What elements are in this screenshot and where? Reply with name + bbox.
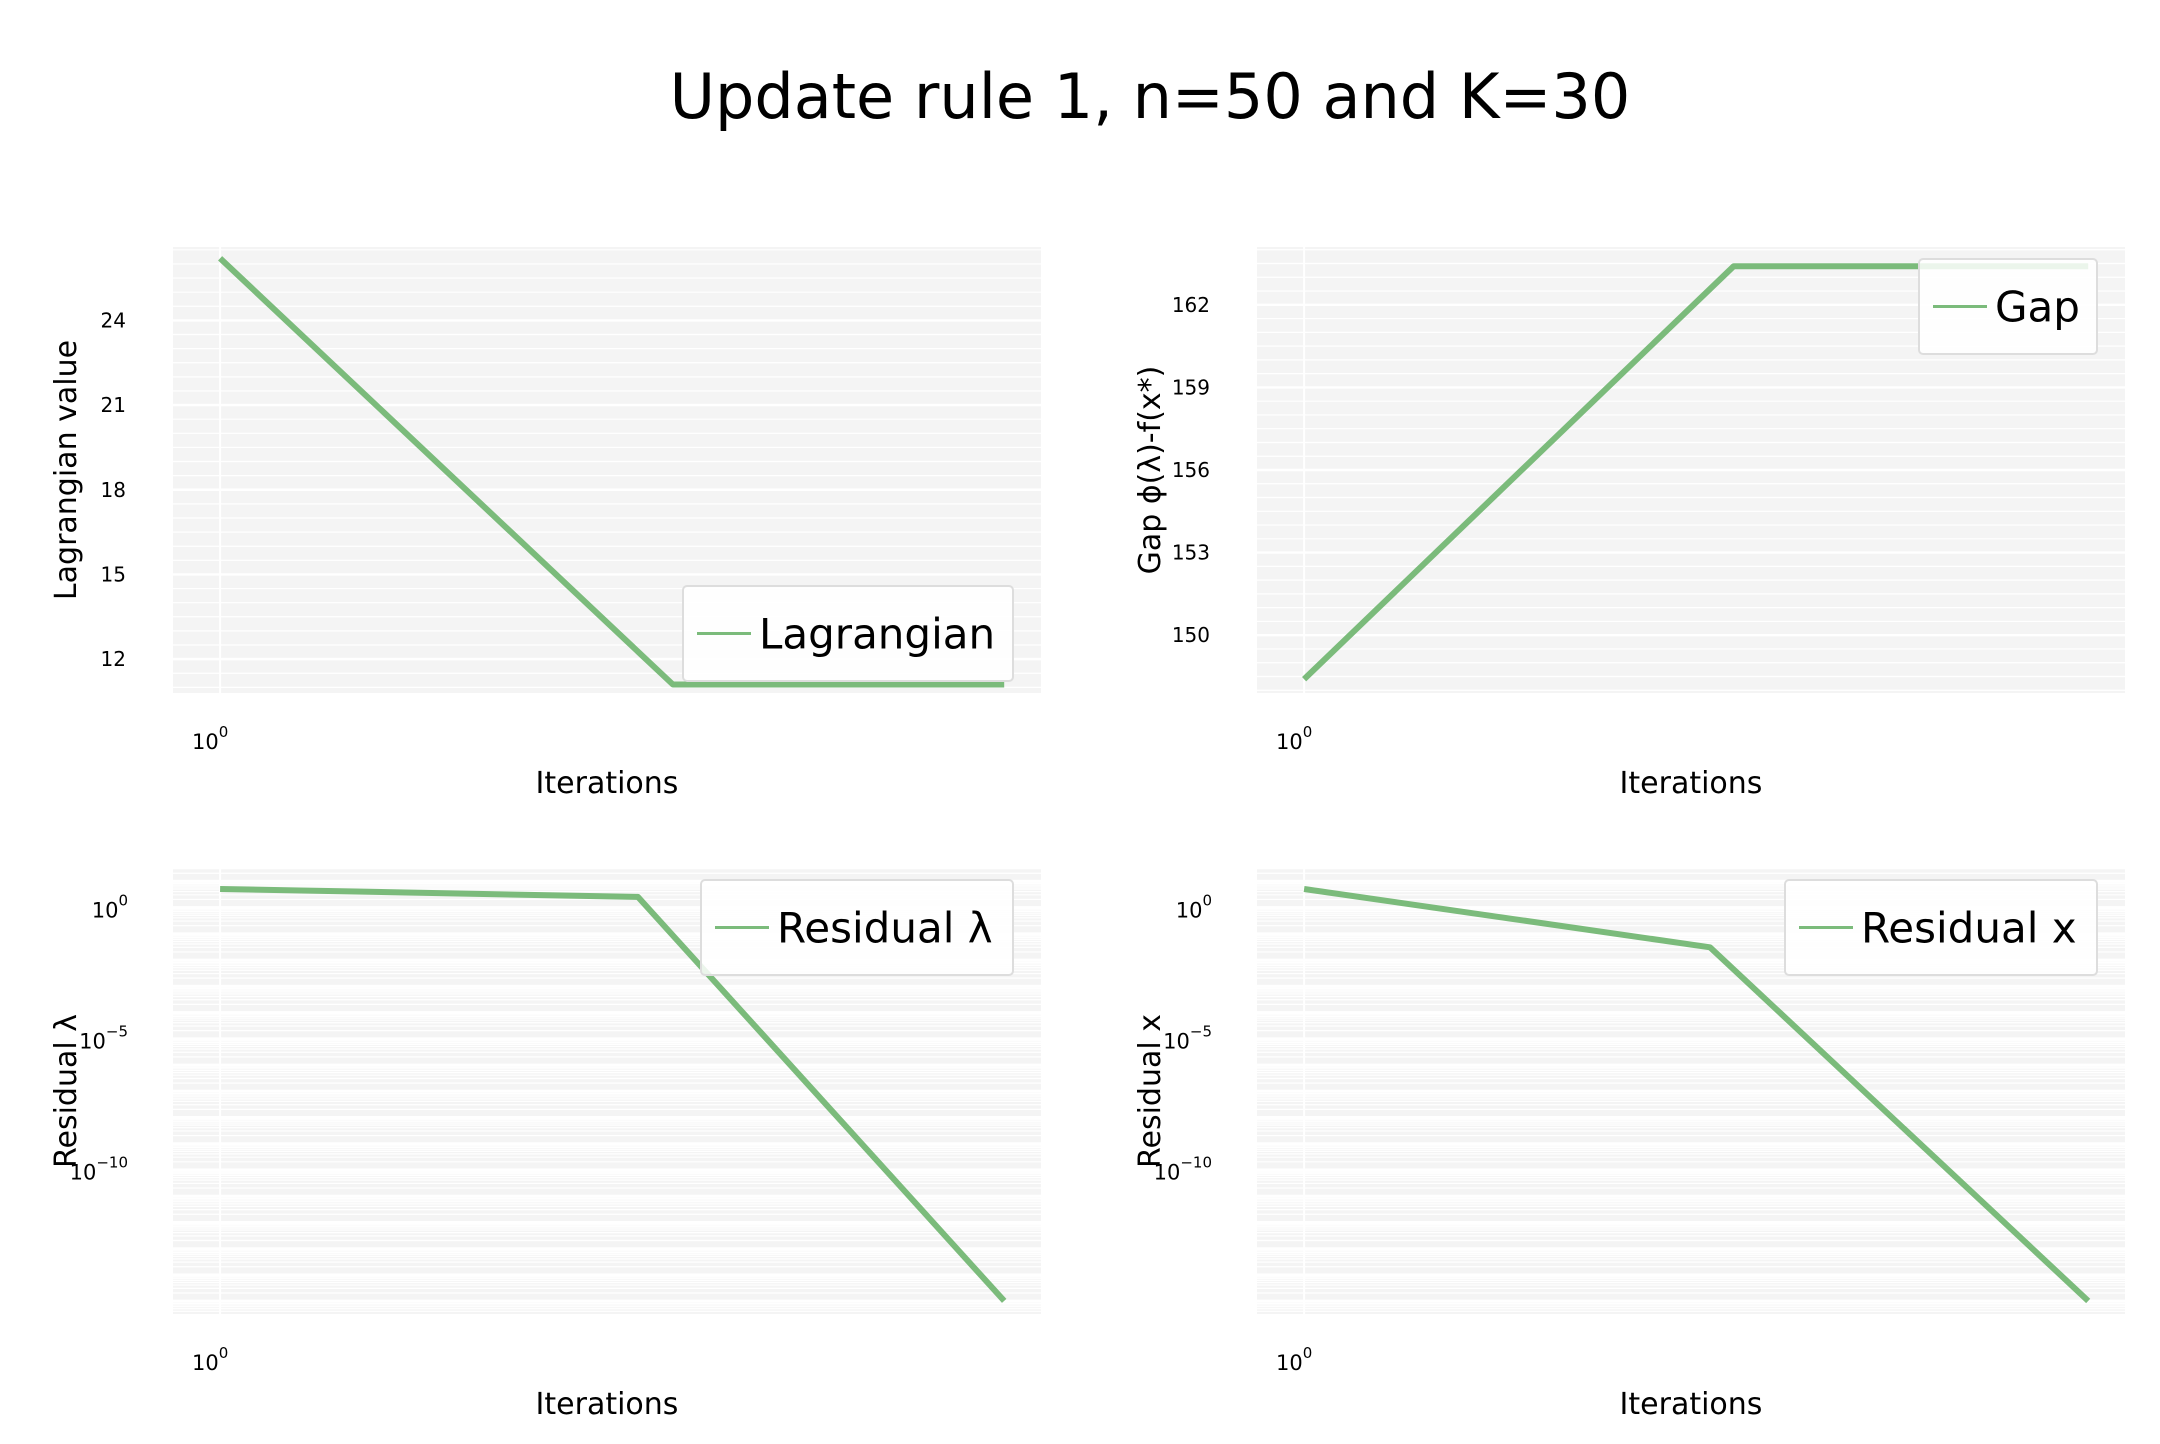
y-tick-label: 162: [1172, 293, 1210, 317]
legend-box: [1784, 879, 2098, 976]
legend-label: Lagrangian: [759, 610, 995, 659]
y-tick-label: 24: [101, 308, 126, 332]
y-tick-label: 153: [1172, 541, 1210, 565]
legend-box: [1918, 258, 2098, 355]
gridlines: [173, 868, 1041, 1314]
x-tick-base: 10: [192, 730, 219, 754]
y-tick-exponent: −10: [96, 1154, 128, 1172]
y-tick-label: 159: [1172, 375, 1210, 399]
y-tick-label: 15: [101, 562, 126, 586]
x-tick-label: 100: [192, 1344, 228, 1375]
y-tick-base: 10: [1163, 1030, 1190, 1054]
gridlines: [173, 247, 1041, 693]
y-tick-exponent: −5: [1190, 1023, 1212, 1041]
y-axis-label: Residual λ: [49, 1014, 84, 1168]
x-tick-label: 100: [1276, 723, 1312, 754]
x-axis-label: Iterations: [1620, 1387, 1763, 1422]
x-tick-label: 100: [192, 723, 228, 754]
gridlines: [1257, 868, 2125, 1314]
y-axis-label: Lagrangian value: [49, 340, 84, 600]
x-tick-exponent: 0: [1303, 723, 1313, 741]
y-tick-label: 10−5: [1163, 1023, 1212, 1054]
y-tick-base: 10: [1154, 1161, 1181, 1185]
legend: Gap: [1918, 258, 2098, 355]
legend: Residual λ: [700, 879, 1014, 976]
x-tick-exponent: 0: [1303, 1344, 1313, 1362]
x-tick-label: 100: [1276, 1344, 1312, 1375]
legend-label: Gap: [1995, 283, 2080, 332]
x-axis-label: Iterations: [536, 1387, 679, 1422]
y-tick-label: 10−10: [70, 1154, 128, 1185]
y-tick-label: 10−5: [79, 1023, 128, 1054]
y-axis-label: Residual x: [1133, 1014, 1168, 1168]
y-tick-label: 100: [1176, 891, 1212, 922]
legend-label: Residual x: [1861, 904, 2077, 953]
panel-gap: 150 153 156 159 162 100 Iterations Gap ϕ(λ)-f(x…: [1133, 247, 2125, 801]
y-tick-exponent: −5: [106, 1023, 128, 1041]
legend-box: [682, 585, 1014, 682]
y-tick-label: 12: [101, 647, 126, 671]
x-tick-base: 10: [192, 1351, 219, 1375]
y-tick-exponent: 0: [118, 891, 128, 909]
y-tick-label: 21: [101, 393, 126, 417]
legend-label: Residual λ: [777, 904, 993, 953]
y-tick-base: 10: [79, 1030, 106, 1054]
series-line: [218, 256, 1005, 688]
x-tick-base: 10: [1276, 730, 1303, 754]
x-tick-base: 10: [1276, 1351, 1303, 1375]
y-tick-base: 10: [70, 1161, 97, 1185]
series-line: [220, 886, 1007, 1303]
legend-box: [700, 879, 1014, 976]
y-tick-label: 10−10: [1154, 1154, 1212, 1185]
y-tick-base: 10: [92, 898, 119, 922]
x-tick-exponent: 0: [219, 723, 229, 741]
legend: Lagrangian: [682, 585, 1014, 682]
y-tick-base: 10: [1176, 898, 1203, 922]
x-axis-label: Iterations: [536, 766, 679, 801]
x-tick-exponent: 0: [219, 1344, 229, 1362]
x-axis-label: Iterations: [1620, 766, 1763, 801]
y-tick-label: 100: [92, 891, 128, 922]
y-tick-label: 150: [1172, 623, 1210, 647]
y-tick-exponent: −10: [1180, 1154, 1212, 1172]
figure-title: Update rule 1, n=50 and K=30: [670, 60, 1631, 133]
y-tick-exponent: 0: [1202, 891, 1212, 909]
y-tick-label: 156: [1172, 458, 1210, 482]
y-axis-label: Gap ϕ(λ)-f(x*): [1133, 366, 1168, 575]
y-tick-label: 18: [101, 478, 126, 502]
legend: Residual x: [1784, 879, 2098, 976]
series-line: [1303, 886, 2091, 1304]
panel-lagrangian: 12 15 18 21 24 100 Iterations Lagrangian value L…: [49, 247, 1041, 801]
